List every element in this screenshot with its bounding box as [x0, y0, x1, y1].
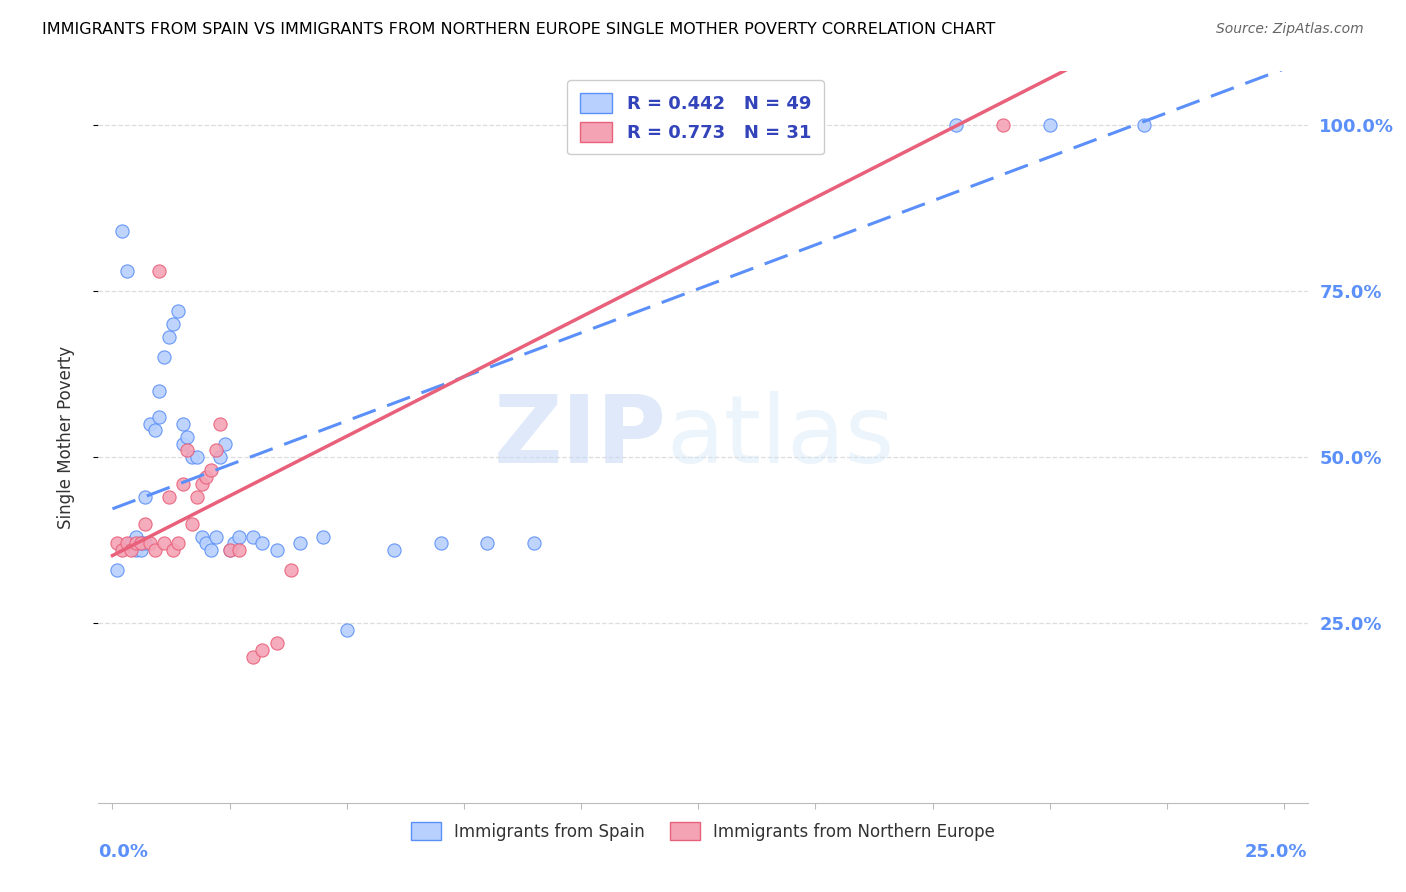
Point	[214, 436, 236, 450]
Point	[125, 530, 148, 544]
Point	[111, 224, 134, 238]
Text: Source: ZipAtlas.com: Source: ZipAtlas.com	[1216, 22, 1364, 37]
Point	[186, 450, 208, 464]
Point	[120, 543, 142, 558]
Point	[186, 490, 208, 504]
Text: 25.0%: 25.0%	[1246, 843, 1308, 861]
Point	[143, 424, 166, 438]
Point	[195, 470, 218, 484]
Legend: Immigrants from Spain, Immigrants from Northern Europe: Immigrants from Spain, Immigrants from N…	[402, 814, 1004, 849]
Point	[242, 649, 264, 664]
Point	[252, 643, 274, 657]
Point	[382, 543, 405, 558]
Point	[252, 536, 274, 550]
Point	[129, 543, 152, 558]
Text: IMMIGRANTS FROM SPAIN VS IMMIGRANTS FROM NORTHERN EUROPE SINGLE MOTHER POVERTY C: IMMIGRANTS FROM SPAIN VS IMMIGRANTS FROM…	[42, 22, 995, 37]
Point	[162, 543, 184, 558]
Point	[176, 443, 198, 458]
Point	[242, 530, 264, 544]
Point	[172, 476, 194, 491]
Point	[153, 351, 176, 365]
Point	[115, 264, 138, 278]
Point	[266, 636, 288, 650]
Point	[1132, 118, 1154, 132]
Text: atlas: atlas	[666, 391, 896, 483]
Point	[1039, 118, 1062, 132]
Point	[190, 476, 212, 491]
Point	[139, 417, 162, 431]
Point	[162, 317, 184, 331]
Point	[224, 536, 246, 550]
Point	[228, 543, 250, 558]
Point	[280, 563, 302, 577]
Text: ZIP: ZIP	[494, 391, 666, 483]
Point	[105, 536, 128, 550]
Point	[523, 536, 546, 550]
Point	[125, 536, 148, 550]
Point	[157, 490, 180, 504]
Point	[312, 530, 335, 544]
Point	[125, 536, 148, 550]
Point	[209, 417, 232, 431]
Point	[120, 536, 142, 550]
Point	[139, 536, 162, 550]
Point	[195, 536, 218, 550]
Point	[148, 410, 170, 425]
Point	[209, 450, 232, 464]
Point	[218, 543, 240, 558]
Point	[190, 530, 212, 544]
Point	[148, 264, 170, 278]
Y-axis label: Single Mother Poverty: Single Mother Poverty	[56, 345, 75, 529]
Point	[228, 530, 250, 544]
Text: 0.0%: 0.0%	[98, 843, 149, 861]
Point	[129, 536, 152, 550]
Point	[134, 490, 156, 504]
Point	[477, 536, 499, 550]
Point	[181, 450, 204, 464]
Point	[172, 417, 194, 431]
Point	[204, 530, 226, 544]
Point	[148, 384, 170, 398]
Point	[429, 536, 451, 550]
Point	[134, 516, 156, 531]
Point	[181, 516, 204, 531]
Point	[153, 536, 176, 550]
Point	[266, 543, 288, 558]
Point	[167, 303, 190, 318]
Point	[569, 118, 592, 132]
Point	[945, 118, 967, 132]
Point	[200, 543, 222, 558]
Point	[176, 430, 198, 444]
Point	[134, 536, 156, 550]
Point	[167, 536, 190, 550]
Point	[157, 330, 180, 344]
Point	[111, 543, 134, 558]
Point	[336, 623, 359, 637]
Point	[288, 536, 311, 550]
Point	[991, 118, 1014, 132]
Point	[143, 543, 166, 558]
Point	[172, 436, 194, 450]
Point	[617, 118, 640, 132]
Point	[200, 463, 222, 477]
Point	[129, 536, 152, 550]
Point	[218, 543, 240, 558]
Point	[125, 543, 148, 558]
Point	[204, 443, 226, 458]
Point	[105, 563, 128, 577]
Point	[115, 536, 138, 550]
Point	[804, 118, 827, 132]
Point	[569, 118, 592, 132]
